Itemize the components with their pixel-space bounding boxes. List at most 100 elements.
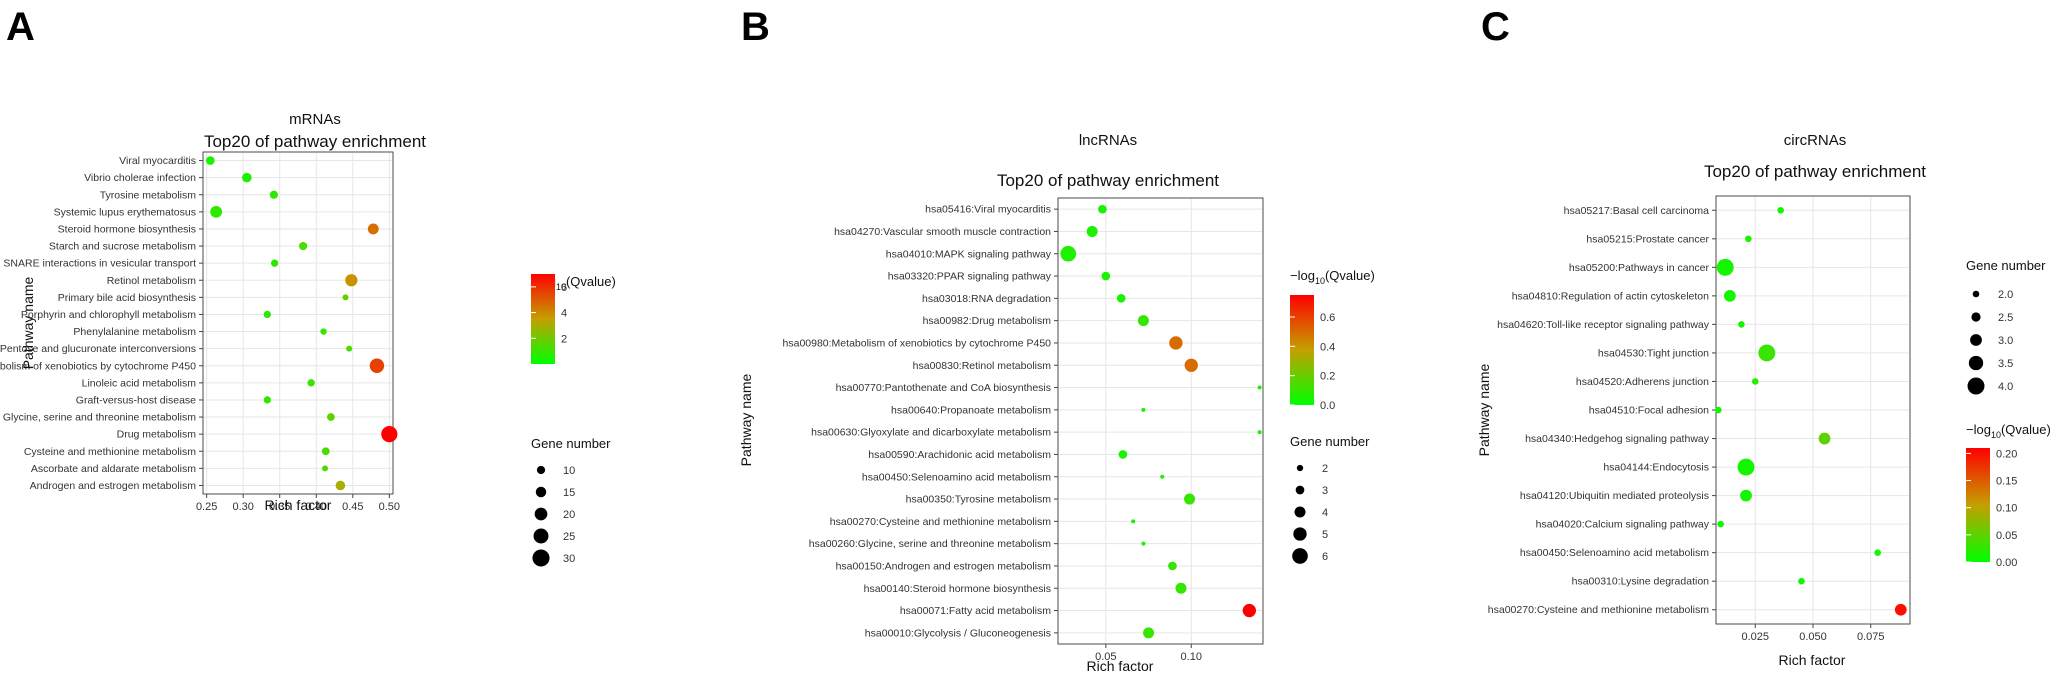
y-tick-label: Starch and sucrose metabolism <box>49 241 196 253</box>
y-tick-label: hsa00270:Cysteine and methionine metabol… <box>1488 604 1709 616</box>
y-tick-label: Systemic lupus erythematosus <box>54 206 196 218</box>
size-legend-label: 4.0 <box>1998 381 2013 393</box>
data-point <box>1168 561 1177 571</box>
y-tick-label: hsa05217:Basal cell carcinoma <box>1564 205 1709 217</box>
data-point <box>1740 489 1752 502</box>
data-point <box>1098 204 1107 214</box>
data-point <box>1137 315 1149 327</box>
data-point <box>1169 336 1183 350</box>
size-legend-dot <box>1296 464 1304 472</box>
y-tick-label: hsa04810:Regulation of actin cytoskeleto… <box>1512 290 1709 302</box>
data-point <box>263 396 271 404</box>
size-legend-dot <box>535 486 547 498</box>
data-point <box>335 480 346 491</box>
data-point <box>1131 519 1136 524</box>
x-tick-label: 0.050 <box>1799 631 1827 643</box>
color-legend-title-sub: 10 <box>556 282 566 292</box>
color-legend-title-sub: 10 <box>1991 430 2001 440</box>
x-tick-label: 0.10 <box>1181 651 1202 663</box>
y-tick-label: Ascorbate and aldarate metabolism <box>31 463 196 475</box>
y-tick-label: hsa05215:Prostate cancer <box>1586 233 1709 245</box>
size-legend-dot <box>533 528 549 544</box>
color-legend-label: 0.0 <box>1320 400 1335 412</box>
y-tick-label: hsa04020:Calcium signaling pathway <box>1536 519 1710 531</box>
data-point <box>1798 577 1805 585</box>
x-tick-label: 0.45 <box>342 501 363 513</box>
data-point <box>1723 289 1736 302</box>
size-legend-dot <box>1971 312 1981 322</box>
chart-subtitle: Top20 of pathway enrichment <box>204 132 426 151</box>
data-point <box>1738 321 1745 328</box>
color-legend-label: 0.4 <box>1320 341 1335 353</box>
y-tick-label: hsa04144:Endocytosis <box>1603 462 1709 474</box>
y-tick-label: hsa00140:Steroid hormone biosynthesis <box>864 583 1051 595</box>
color-legend-label: 0.10 <box>1996 503 2017 515</box>
x-tick-label: 0.025 <box>1741 631 1769 643</box>
y-tick-label: hsa03320:PPAR signaling pathway <box>888 271 1052 283</box>
y-tick-label: hsa00980:Metabolism of xenobiotics by cy… <box>783 337 1052 349</box>
color-legend-label: 4 <box>561 308 567 320</box>
data-point <box>1715 406 1722 414</box>
y-tick-label: hsa00640:Propanoate metabolism <box>891 404 1051 416</box>
data-point <box>1745 235 1752 243</box>
data-point <box>269 190 278 199</box>
data-point <box>242 172 252 183</box>
y-tick-label: hsa00260:Glycine, serine and threonine m… <box>809 538 1051 550</box>
x-axis-label: Rich factor <box>1779 652 1846 668</box>
y-tick-label: Steroid hormone biosynthesis <box>58 223 196 235</box>
size-legend-title: Gene number <box>531 436 611 451</box>
y-tick-label: hsa00270:Cysteine and methionine metabol… <box>830 516 1051 528</box>
size-legend-label: 2.0 <box>1998 289 2013 301</box>
size-legend-dot <box>1967 377 1985 395</box>
x-tick-label: 0.40 <box>306 501 327 513</box>
size-legend-dot <box>1968 355 1984 371</box>
y-axis-label: Pathway name <box>738 373 754 466</box>
size-legend-label: 5 <box>1322 529 1328 541</box>
color-legend-bar <box>1966 448 1990 562</box>
color-legend-label: 0.05 <box>1996 530 2017 542</box>
x-axis-label: Rich factor <box>1087 658 1154 674</box>
size-legend-label: 4 <box>1322 507 1328 519</box>
size-legend-title: Gene number <box>1966 258 2046 273</box>
color-legend-title-post: (Qvalue) <box>566 274 616 289</box>
plot-area <box>202 151 394 495</box>
size-legend-dot <box>1295 485 1305 495</box>
data-point <box>1737 458 1755 476</box>
data-point <box>326 413 335 421</box>
y-tick-label: Linoleic acid metabolism <box>82 377 197 389</box>
data-point <box>321 447 330 456</box>
y-tick-label: Primary bile acid biosynthesis <box>58 292 196 304</box>
size-legend-dot <box>1970 334 1982 346</box>
size-legend-title: Gene number <box>1290 434 1370 449</box>
plot-border <box>1057 197 1264 645</box>
data-point <box>270 259 279 267</box>
color-legend-title: −log10(Qvalue) <box>1290 268 1375 286</box>
chart-title: circRNAs <box>1784 132 1847 149</box>
y-tick-label: hsa00982:Drug metabolism <box>923 315 1052 327</box>
data-point <box>210 205 223 218</box>
data-point <box>1143 627 1155 639</box>
y-tick-label: Pentose and glucuronate interconversions <box>0 343 196 355</box>
data-point <box>342 294 349 301</box>
size-legend-label: 30 <box>563 553 575 565</box>
y-tick-label: hsa00450:Selenoamino acid metabolism <box>1520 547 1709 559</box>
size-legend-label: 20 <box>563 509 575 521</box>
color-legend-label: 0.6 <box>1320 312 1335 324</box>
x-tick-label: 0.30 <box>232 501 253 513</box>
data-point <box>1242 603 1257 618</box>
size-legend-label: 2 <box>1322 463 1328 475</box>
x-tick-label: 0.25 <box>196 501 217 513</box>
data-point <box>1141 541 1146 546</box>
size-legend-dot <box>532 549 550 567</box>
color-legend-label: 0.20 <box>1996 448 2017 460</box>
color-legend-title-pre: −log <box>1966 422 1991 437</box>
data-point <box>1141 407 1146 412</box>
chart-subtitle: Top20 of pathway enrichment <box>1704 162 1926 181</box>
data-point <box>320 328 327 335</box>
panel-letter: B <box>741 5 770 49</box>
data-point <box>1758 344 1776 362</box>
